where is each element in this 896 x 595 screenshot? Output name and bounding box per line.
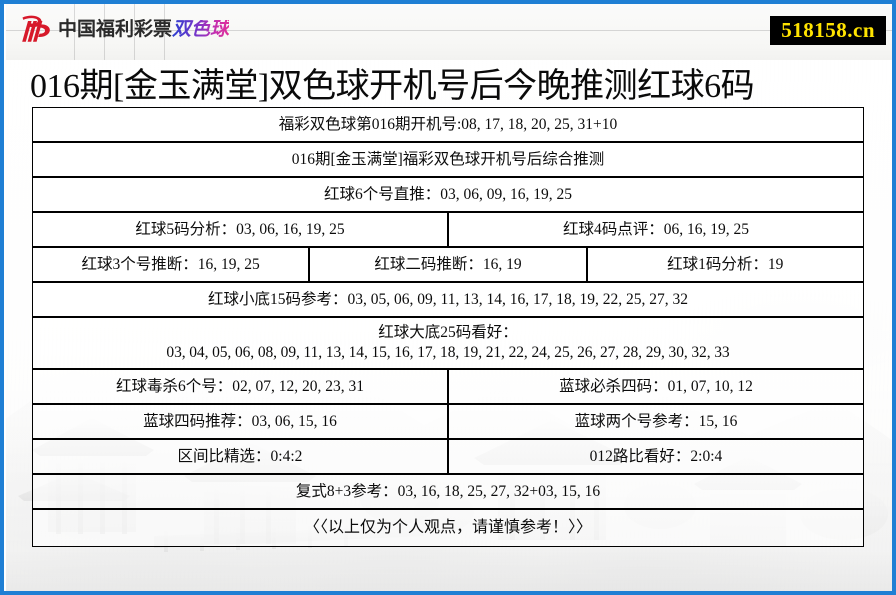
cell-disclaimer: 〈〈以上仅为个人观点，请谨慎参考！〉〉 <box>32 509 864 547</box>
site-logo[interactable]: 中国福利彩票 双色球 <box>18 12 229 46</box>
table-row: 〈〈以上仅为个人观点，请谨慎参考！〉〉 <box>32 509 864 547</box>
table-row: 红球小底15码参考：03, 05, 06, 09, 11, 13, 14, 16… <box>32 282 864 317</box>
table-row: 红球大底25码看好： 03, 04, 05, 06, 08, 09, 11, 1… <box>32 317 864 369</box>
cell-red-kill-6: 红球毒杀6个号：02, 07, 12, 20, 23, 31 <box>32 369 448 404</box>
table-row: 红球6个号直推：03, 06, 09, 16, 19, 25 <box>32 177 864 212</box>
table-row: 复式8+3参考：03, 16, 18, 25, 27, 32+03, 15, 1… <box>32 474 864 509</box>
frame-top-edge <box>0 0 896 4</box>
forecast-table-body: 福彩双色球第016期开机号:08, 17, 18, 20, 25, 31+10 … <box>32 107 864 547</box>
logo-label-welfare-lottery: 中国福利彩票 <box>58 17 173 40</box>
table-row: 福彩双色球第016期开机号:08, 17, 18, 20, 25, 31+10 <box>32 107 864 142</box>
cell-blue-4-recommend: 蓝球四码推荐：03, 06, 15, 16 <box>32 404 448 439</box>
cell-zone-ratio: 区间比精选：0:4:2 <box>32 439 448 474</box>
table-row: 红球5码分析：03, 06, 16, 19, 25 红球4码点评：06, 16,… <box>32 212 864 247</box>
cell-red-4-review: 红球4码点评：06, 16, 19, 25 <box>447 212 864 247</box>
frame-right-edge <box>892 0 896 595</box>
frame-inner-left-gutter <box>4 4 6 591</box>
table-row: 016期[金玉满堂]福彩双色球开机号后综合推测 <box>32 142 864 177</box>
cell-red-6-direct: 红球6个号直推：03, 06, 09, 16, 19, 25 <box>32 177 864 212</box>
cell-red-3-judgement: 红球3个号推断：16, 19, 25 <box>32 247 310 282</box>
cell-compound-8-plus-3: 复式8+3参考：03, 16, 18, 25, 27, 32+03, 15, 1… <box>32 474 864 509</box>
logo-label-shuangseqiu: 双色球 <box>172 17 230 40</box>
table-row: 红球毒杀6个号：02, 07, 12, 20, 23, 31 蓝球必杀四码：01… <box>32 369 864 404</box>
cell-red-1-analysis: 红球1码分析：19 <box>586 247 864 282</box>
cell-red-2-judgement: 红球二码推断：16, 19 <box>309 247 587 282</box>
frame-left-edge <box>0 0 4 595</box>
forecast-table: 福彩双色球第016期开机号:08, 17, 18, 20, 25, 31+10 … <box>32 107 864 547</box>
cell-red-big-base-25-heading: 红球大底25码看好： <box>378 323 518 341</box>
cell-red-big-base-25-numbers: 03, 04, 05, 06, 08, 09, 11, 13, 14, 15, … <box>166 344 730 361</box>
cell-opening-number: 福彩双色球第016期开机号:08, 17, 18, 20, 25, 31+10 <box>32 107 864 142</box>
table-row: 红球3个号推断：16, 19, 25 红球二码推断：16, 19 红球1码分析：… <box>32 247 864 282</box>
table-row: 蓝球四码推荐：03, 06, 15, 16 蓝球两个号参考：15, 16 <box>32 404 864 439</box>
cell-blue-2-reference: 蓝球两个号参考：15, 16 <box>447 404 864 439</box>
frame-bottom-edge <box>0 591 896 595</box>
cell-red-big-base-25: 红球大底25码看好： 03, 04, 05, 06, 08, 09, 11, 1… <box>32 317 864 369</box>
page-title: 016期[金玉满堂]双色球开机号后今晚推测红球6码 <box>30 67 755 105</box>
site-logo-text: 中国福利彩票 双色球 <box>58 17 230 40</box>
cell-red-5-analysis: 红球5码分析：03, 06, 16, 19, 25 <box>32 212 448 247</box>
cell-comprehensive-forecast: 016期[金玉满堂]福彩双色球开机号后综合推测 <box>32 142 864 177</box>
cell-012-road-ratio: 012路比看好：2:0:4 <box>447 439 864 474</box>
china-welfare-lottery-emblem-icon <box>22 15 50 42</box>
cell-blue-kill-4: 蓝球必杀四码：01, 07, 10, 12 <box>447 369 864 404</box>
table-row: 区间比精选：0:4:2 012路比看好：2:0:4 <box>32 439 864 474</box>
site-domain-badge: 518158.cn <box>770 16 886 46</box>
cell-red-small-base-15: 红球小底15码参考：03, 05, 06, 09, 11, 13, 14, 16… <box>32 282 864 317</box>
